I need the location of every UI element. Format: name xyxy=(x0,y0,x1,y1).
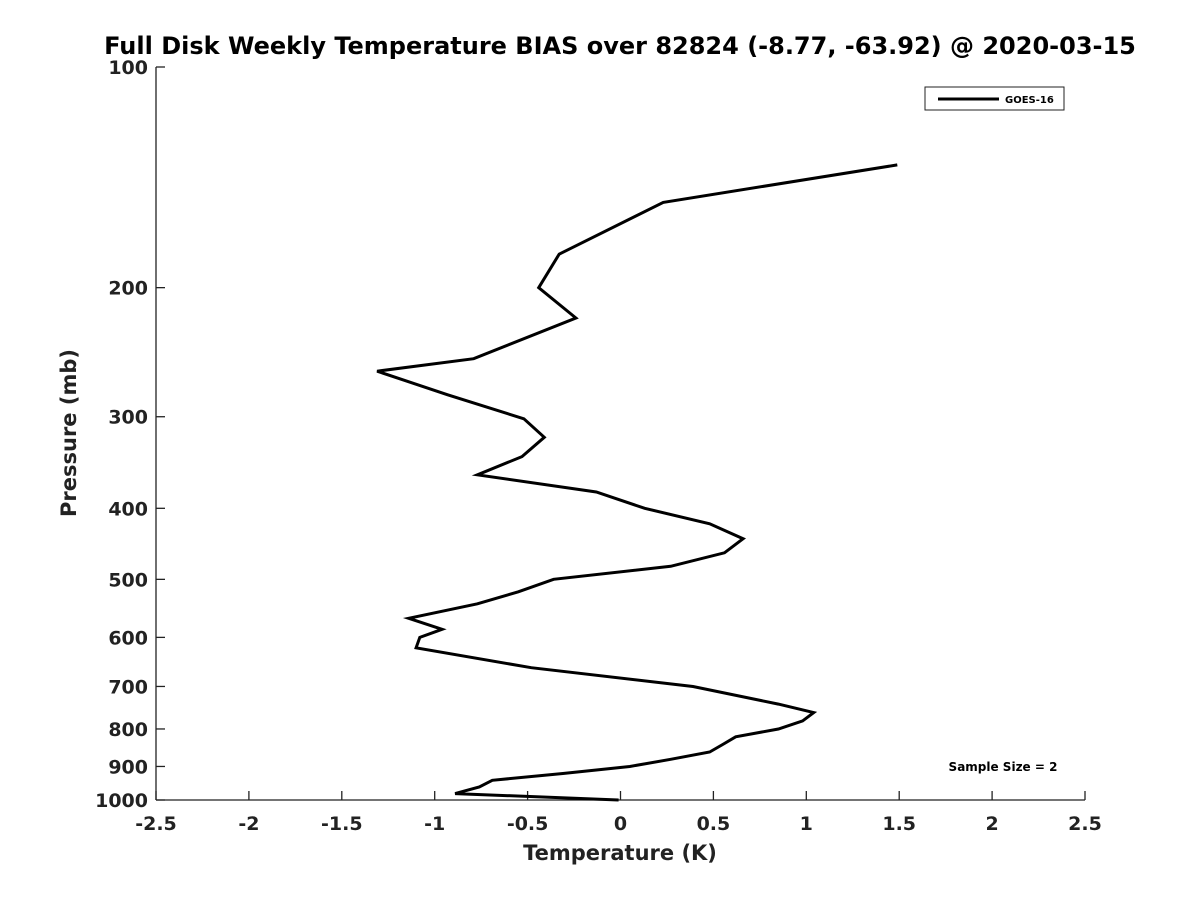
x-tick-label: -2.5 xyxy=(135,813,177,835)
legend-label: GOES-16 xyxy=(1005,95,1054,106)
y-tick-label: 700 xyxy=(108,676,148,698)
x-tick-label: 2.5 xyxy=(1068,813,1102,835)
x-axis-label: Temperature (K) xyxy=(523,841,717,865)
x-tick-label: 0.5 xyxy=(697,813,731,835)
x-tick-label: 1.5 xyxy=(882,813,916,835)
y-tick-label: 500 xyxy=(108,569,148,591)
x-axis: -2.5 -2 -1.5 -1 -0.5 0 0.5 1 1.5 2 2.5 xyxy=(135,791,1102,835)
y-tick-label: 400 xyxy=(108,498,148,520)
y-axis-label: Pressure (mb) xyxy=(57,349,81,517)
series-layer xyxy=(376,163,898,802)
y-tick-label: 600 xyxy=(108,627,148,649)
x-tick-label: 2 xyxy=(985,813,998,835)
y-axis: 100 200 300 400 500 600 700 800 900 1000 xyxy=(95,57,165,812)
x-tick-label: 1 xyxy=(800,813,813,835)
legend: GOES-16 xyxy=(924,86,1065,111)
series-line-goes-16 xyxy=(376,163,898,802)
y-tick-label: 1000 xyxy=(95,790,148,812)
y-tick-label: 100 xyxy=(108,57,148,79)
y-tick-label: 300 xyxy=(108,407,148,429)
chart-title: Full Disk Weekly Temperature BIAS over 8… xyxy=(104,32,1136,60)
sample-size-annotation: Sample Size = 2 xyxy=(949,760,1058,774)
x-tick-label: -2 xyxy=(238,813,259,835)
y-tick-label: 900 xyxy=(108,756,148,778)
plot-area xyxy=(156,67,1085,800)
y-tick-label: 200 xyxy=(108,278,148,300)
x-tick-label: -1.5 xyxy=(321,813,363,835)
x-tick-label: 0 xyxy=(614,813,627,835)
x-tick-label: -1 xyxy=(424,813,445,835)
y-tick-label: 800 xyxy=(108,719,148,741)
x-tick-label: -0.5 xyxy=(507,813,549,835)
